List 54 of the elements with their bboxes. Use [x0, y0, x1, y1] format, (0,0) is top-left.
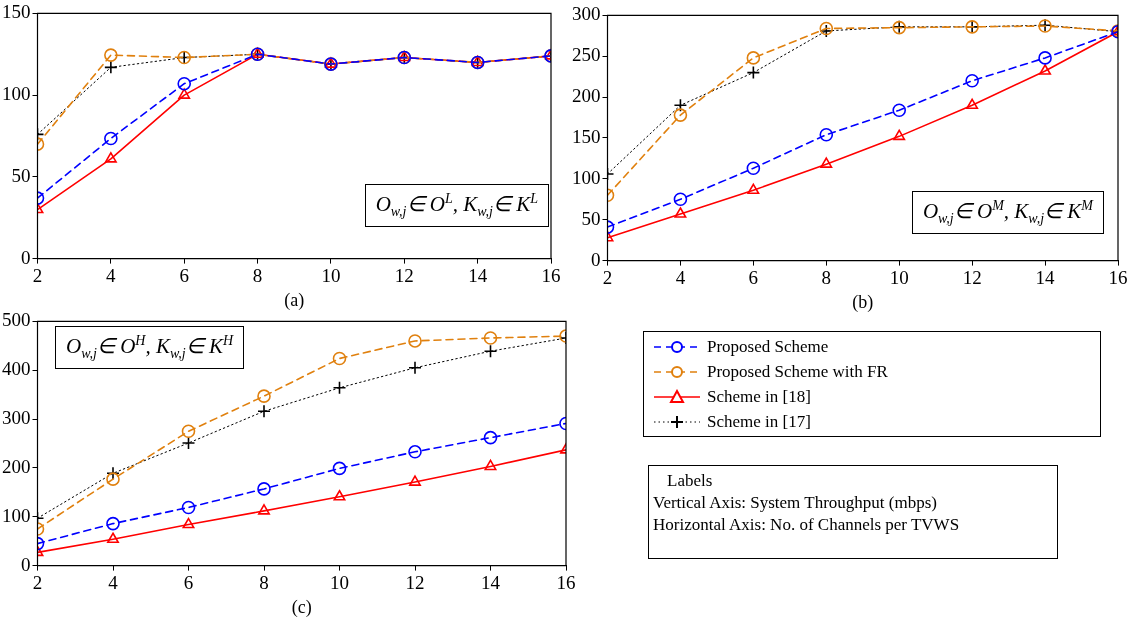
x-tick-label: 14 — [1035, 266, 1056, 288]
y-tick-label: 100 — [2, 504, 31, 526]
y-tick-label: 500 — [2, 309, 31, 331]
y-tick-label: 200 — [572, 85, 601, 107]
legend-label: Scheme in [17] — [707, 411, 811, 432]
legend-label: Proposed Scheme with FR — [707, 361, 888, 382]
x-tick-label: 10 — [321, 264, 341, 286]
x-tick-label: 12 — [962, 266, 982, 288]
x-tick-label: 14 — [468, 264, 488, 286]
x-tick-label: 6 — [183, 571, 194, 593]
annotation: O$_{w,j}$∈ O$^{L}$, K$_{w,j}$∈ K$^{L}$ — [364, 183, 549, 227]
x-tick-label: 2 — [32, 571, 43, 593]
x-axis-title: (c) — [291, 596, 312, 618]
y-tick-label: 150 — [2, 1, 31, 23]
x-tick-label: 8 — [252, 264, 263, 286]
y-tick-label: 300 — [2, 407, 31, 429]
x-tick-label: 10 — [889, 266, 909, 288]
x-tick-label: 16 — [1108, 266, 1128, 288]
y-tick-label: 50 — [581, 207, 601, 229]
x-tick-label: 6 — [179, 264, 189, 286]
x-axis-title: (b) — [852, 291, 874, 313]
annotation: O$_{w,j}$∈ O$^{M}$, K$_{w,j}$∈ K$^{M}$ — [911, 190, 1104, 234]
x-tick-label: 16 — [556, 571, 576, 593]
y-tick-label: 0 — [21, 246, 31, 268]
x-tick-label: 10 — [330, 571, 349, 593]
y-tick-label: 0 — [21, 553, 31, 575]
x-tick-label: 4 — [675, 266, 686, 288]
x-tick-label: 2 — [32, 264, 43, 286]
y-tick-label: 300 — [572, 3, 601, 25]
legend-label: Proposed Scheme — [707, 336, 829, 357]
y-tick-label: 0 — [591, 248, 601, 270]
y-tick-label: 200 — [2, 455, 31, 477]
legend-label: Scheme in [18] — [707, 386, 811, 407]
y-tick-label: 100 — [572, 166, 601, 188]
text: Vertical Axis: System Throughput (mbps) — [653, 492, 938, 514]
y-tick-label: 50 — [11, 164, 31, 186]
x-axis-title: (a) — [284, 289, 305, 311]
x-tick-label: 16 — [541, 264, 561, 286]
text: Labels — [666, 470, 714, 492]
x-tick-label: 2 — [602, 266, 613, 288]
x-tick-label: 8 — [821, 266, 832, 288]
y-tick-label: 250 — [572, 44, 601, 66]
x-tick-label: 4 — [106, 264, 117, 286]
annotation: O$_{w,j}$∈ O$^{H}$, K$_{w,j}$∈ K$^{H}$ — [55, 326, 245, 370]
x-tick-label: 4 — [108, 571, 119, 593]
y-tick-label: 400 — [2, 358, 31, 380]
x-tick-label: 8 — [259, 571, 269, 593]
y-tick-label: 100 — [2, 83, 31, 105]
x-tick-label: 14 — [481, 571, 501, 593]
y-tick-label: 150 — [572, 125, 601, 147]
x-tick-label: 12 — [394, 264, 414, 286]
text: Horizontal Axis: No. of Channels per TVWS — [653, 514, 961, 536]
x-tick-label: 12 — [405, 571, 425, 593]
x-tick-label: 6 — [748, 266, 759, 288]
